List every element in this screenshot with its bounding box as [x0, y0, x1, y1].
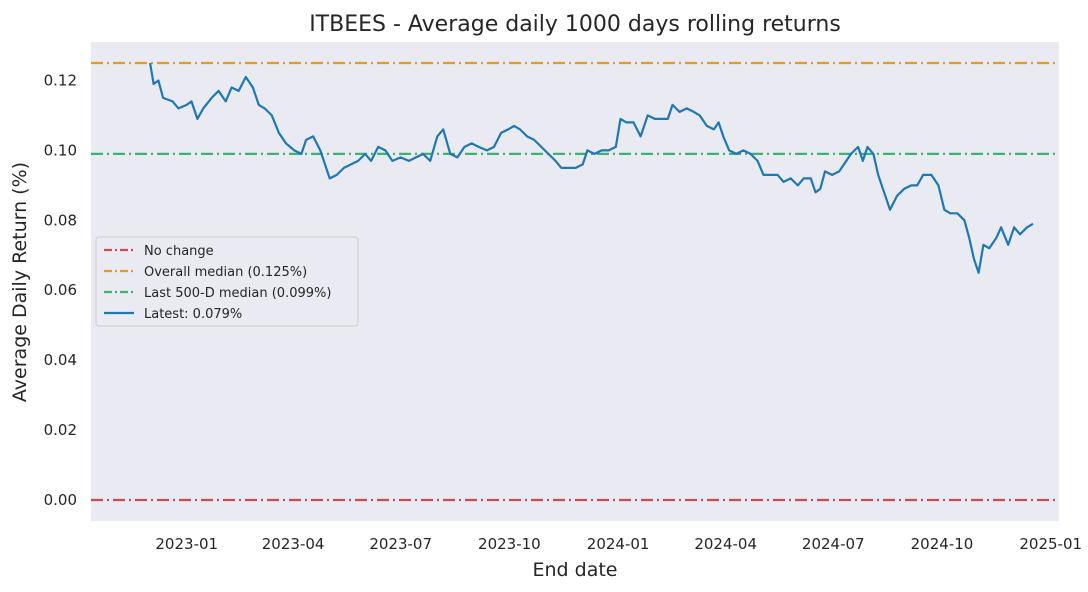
y-tick-label: 0.10	[44, 141, 77, 159]
x-tick-label: 2023-07	[369, 535, 432, 553]
legend-label: Overall median (0.125%)	[144, 265, 307, 280]
legend: No change Overall median (0.125%) Last 500…	[95, 236, 359, 327]
x-tick-label: 2024-10	[911, 535, 974, 553]
y-tick-label: 0.02	[44, 421, 77, 439]
x-tick-label: 2023-10	[478, 535, 541, 553]
x-tick-label: 2025-01	[1019, 535, 1082, 553]
legend-label: Last 500-D median (0.099%)	[144, 286, 331, 301]
series-line-0	[149, 62, 1034, 274]
chart-title: ITBEES - Average daily 1000 days rolling…	[309, 12, 841, 37]
x-axis-label: End date	[533, 559, 618, 581]
y-tick-label: 0.00	[44, 491, 77, 509]
series-layer	[149, 62, 1034, 274]
y-tick-label: 0.08	[44, 211, 77, 229]
x-tick-label: 2024-04	[694, 535, 757, 553]
x-axis-ticks: 2023-01 2023-04 2023-07 2023-10 2024-01 2024-…	[155, 535, 1082, 553]
x-tick-label: 2023-01	[155, 535, 218, 553]
x-tick-label: 2024-07	[802, 535, 865, 553]
y-tick-label: 0.12	[44, 71, 77, 89]
y-axis-label: Average Daily Return (%)	[9, 162, 31, 402]
legend-box	[95, 236, 359, 327]
x-tick-label: 2023-04	[262, 535, 325, 553]
legend-label: Latest: 0.079%	[144, 307, 242, 322]
x-tick-label: 2024-01	[587, 535, 650, 553]
y-axis-ticks: 0.00 0.02 0.04 0.06 0.08 0.10 0.12	[44, 71, 77, 509]
y-tick-label: 0.06	[44, 281, 77, 299]
reference-lines	[91, 61, 1059, 502]
legend-label: No change	[144, 244, 214, 259]
y-tick-label: 0.04	[44, 351, 77, 369]
